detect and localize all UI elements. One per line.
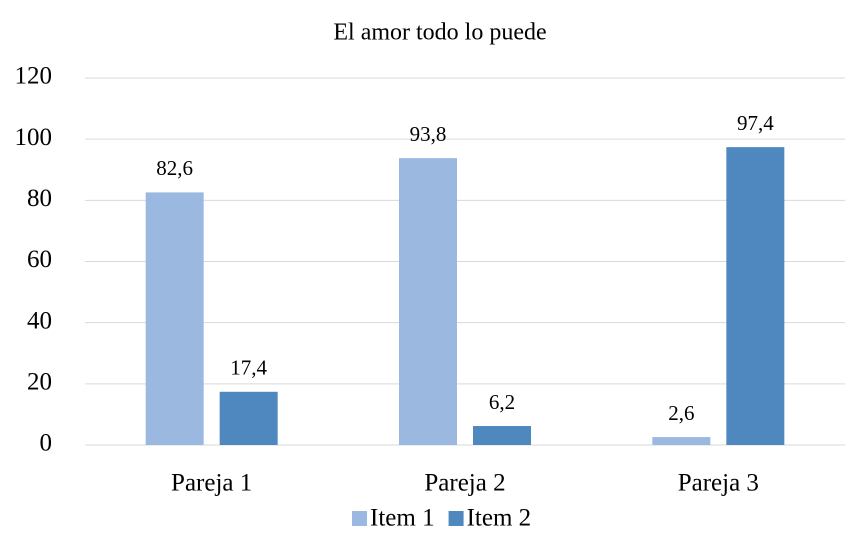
x-tick-label: Pareja 2 [424,470,505,497]
data-label: 2,6 [668,401,694,425]
chart-title: El amor todo lo puede [333,20,546,46]
y-tick-label: 20 [27,369,52,396]
y-tick-label: 120 [15,63,53,90]
bar [726,147,785,445]
data-label: 97,4 [737,111,774,135]
x-tick-label: Pareja 1 [171,470,252,497]
data-label: 17,4 [230,356,267,380]
data-label: 6,2 [489,390,515,414]
bar [652,437,711,445]
legend-swatch [352,511,367,526]
y-tick-label: 100 [15,124,53,151]
legend-swatch [448,511,464,526]
bar [399,158,457,445]
y-tick-label: 40 [27,307,52,334]
y-tick-label: 80 [27,185,52,212]
y-tick-label: 60 [27,246,52,273]
data-label: 93,8 [410,122,447,146]
legend-label: Item 1 [370,505,435,532]
bar [219,391,278,445]
y-tick-label: 0 [40,430,53,457]
data-label: 82,6 [156,156,193,180]
legend-label: Item 2 [467,505,532,532]
bar [473,426,531,445]
bar [145,192,204,445]
x-tick-label: Pareja 3 [678,470,759,497]
